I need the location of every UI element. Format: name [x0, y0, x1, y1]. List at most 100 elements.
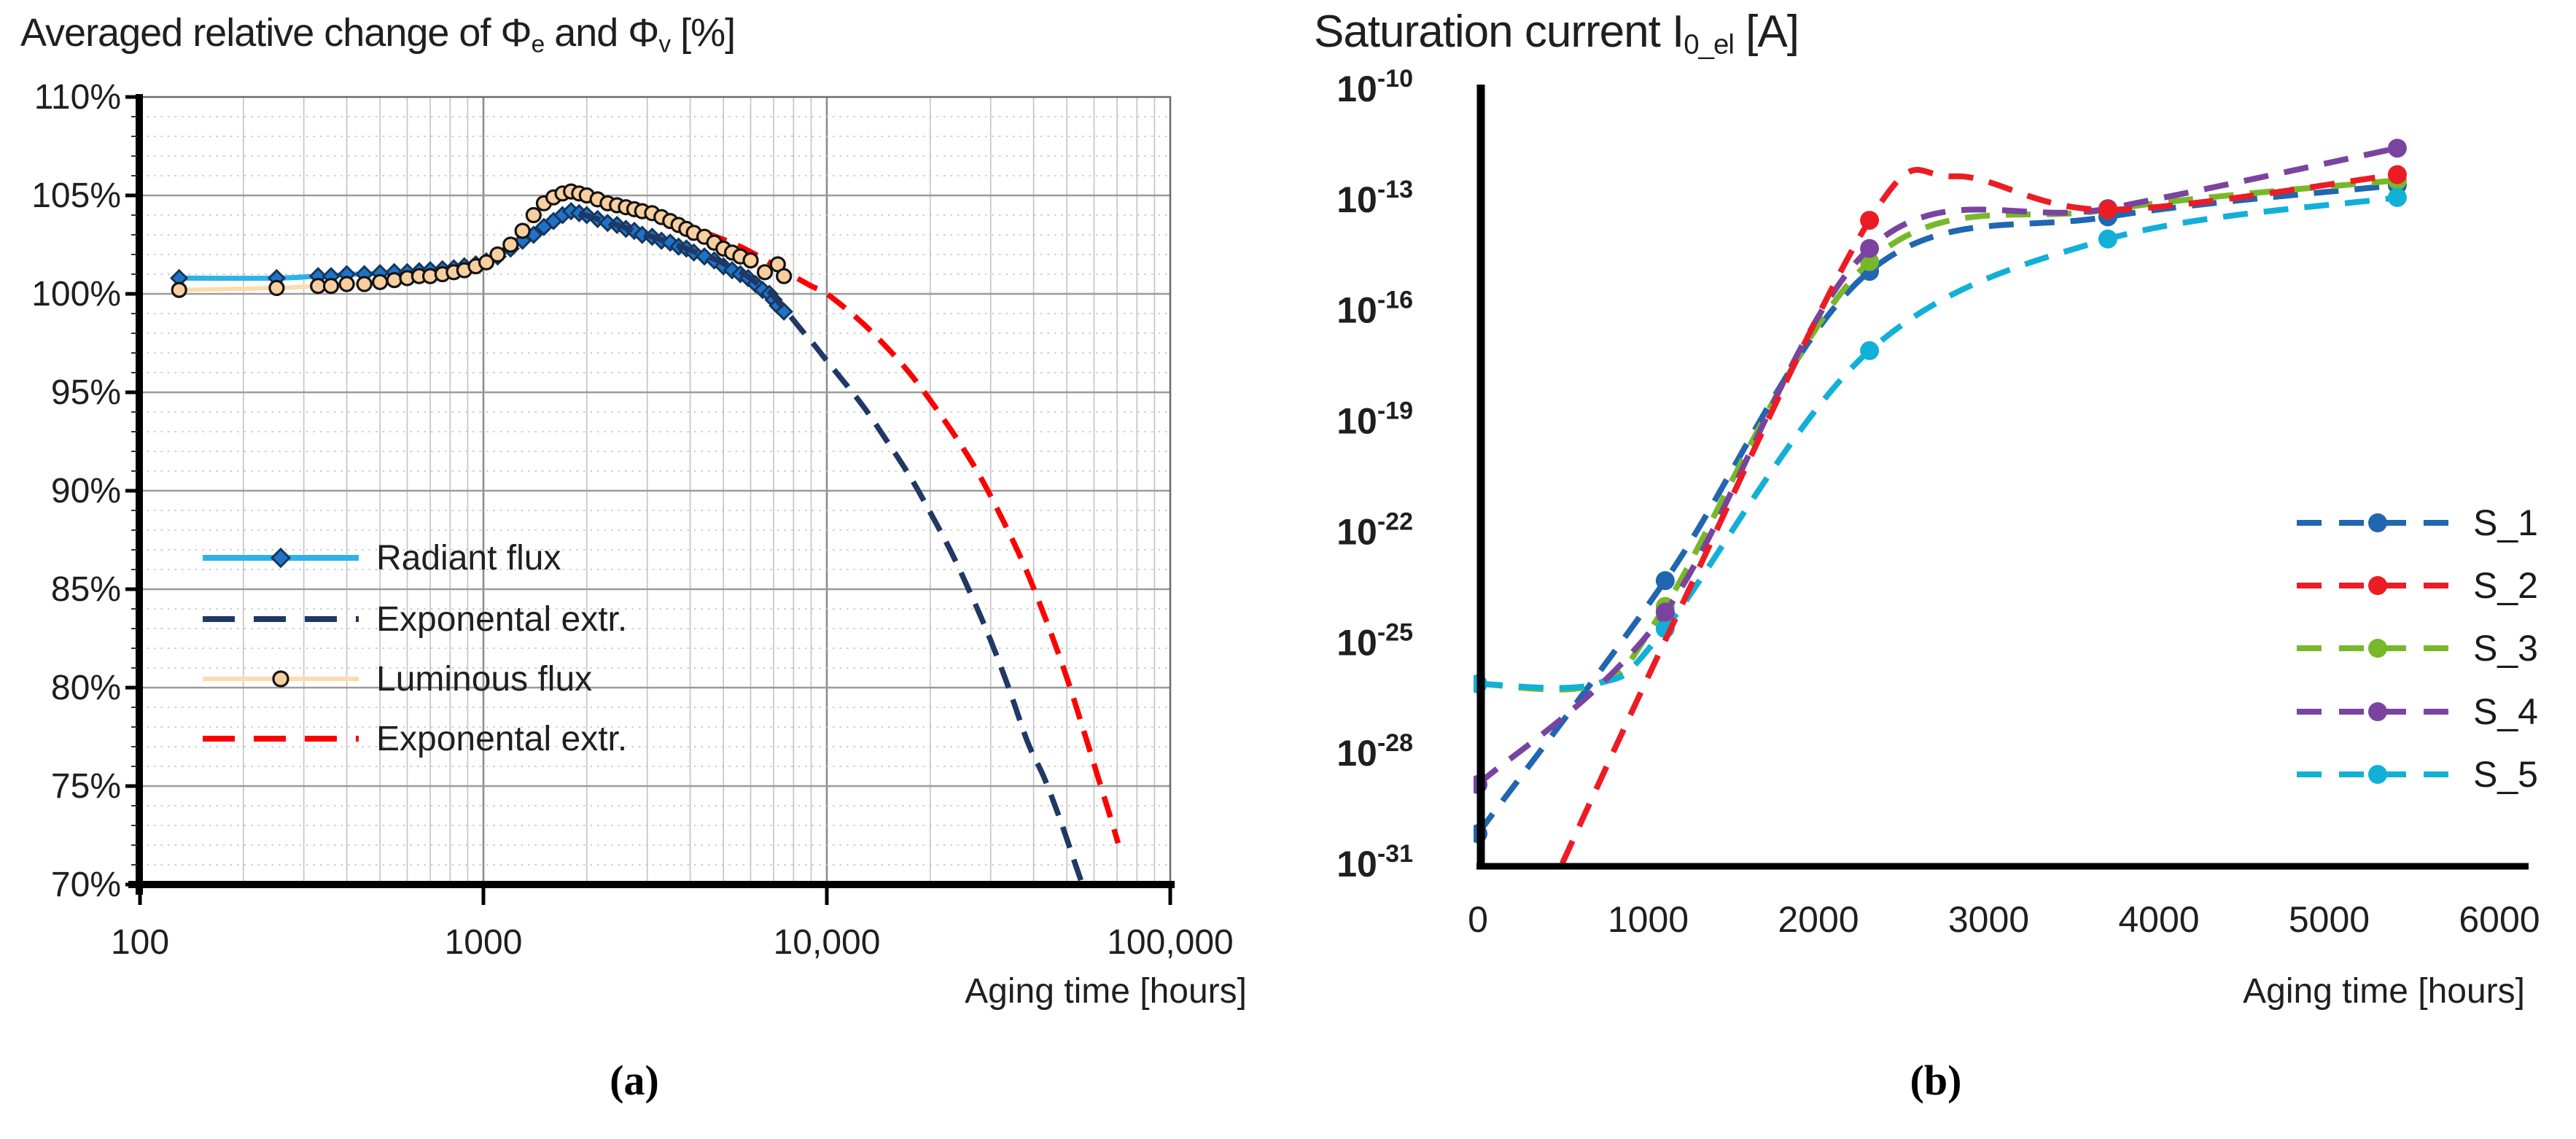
series-S_5-marker — [1860, 341, 1880, 360]
luminous-circle-marker — [171, 281, 187, 298]
legend-label: S_5 — [2473, 754, 2538, 795]
y-tick-exponent: -19 — [1377, 397, 1413, 425]
y-tick-label-b: 10-10 — [1336, 65, 1413, 109]
legend-label: Luminous flux — [376, 660, 592, 699]
legend-dot-marker — [2368, 639, 2387, 658]
series-S_2-marker — [2098, 200, 2117, 219]
legend-item-exponental-extr-2: Exponental extr. — [203, 720, 627, 758]
y-tick-exponent: -16 — [1377, 287, 1413, 314]
chart-b-title: Saturation current I0_el [A] — [1314, 6, 1799, 61]
y-tick-label-b: 10-19 — [1336, 397, 1413, 442]
luminous-circle-marker — [502, 236, 519, 253]
title-text: and Φ — [544, 11, 659, 55]
y-tick-label-a: 75% — [51, 767, 121, 806]
title-subscript: e — [531, 31, 545, 58]
series-S_1-dashed — [1475, 182, 2398, 836]
y-tick-label-b: 10-25 — [1336, 618, 1413, 663]
luminous-circle-marker — [489, 246, 506, 263]
y-tick-label-a: 85% — [51, 570, 121, 609]
y-tick-label-b: 10-13 — [1336, 176, 1413, 220]
luminous-circle-marker — [372, 273, 389, 290]
luminous-circle-marker — [478, 254, 495, 271]
y-tick-label-a: 70% — [51, 866, 121, 904]
series-S_5-dashed — [1477, 194, 2398, 691]
legend-label: Exponental extr. — [376, 720, 627, 758]
title-text: Saturation current I — [1314, 7, 1684, 57]
y-tick-label-a: 105% — [31, 176, 121, 215]
chart-a: 110% 105% 100% 95% 90% 85% 80% 75% 70% 100 1000 10,… — [31, 78, 1234, 962]
y-tick-exponent: -10 — [1377, 65, 1413, 93]
series-S_2-marker — [2387, 165, 2407, 184]
x-tick-label-a: 1000 — [445, 923, 523, 962]
legend-item-S_4: S_4 — [2297, 691, 2538, 732]
series-S_4-marker — [2387, 139, 2407, 158]
y-tick-label-a: 95% — [51, 373, 121, 412]
y-tick-exponent: -13 — [1377, 176, 1413, 203]
legend-label: S_2 — [2473, 565, 2538, 606]
chart-a-x-axis-label: Aging time [hours] — [965, 972, 1247, 1011]
y-tick-label-b: 10-28 — [1336, 729, 1413, 774]
x-tick-label-b: 0 — [1468, 899, 1488, 940]
luminous-circle-marker — [322, 278, 340, 295]
y-tick-exponent: -25 — [1377, 618, 1413, 646]
y-tick-label-a: 90% — [51, 472, 121, 510]
luminous-circle-marker — [310, 278, 327, 295]
series-S_4-marker — [1860, 238, 1880, 258]
series-S_5-marker — [2098, 229, 2117, 249]
legend-dot-marker — [2368, 513, 2387, 532]
legend-label: S_4 — [2473, 691, 2538, 732]
legend-item-luminous-flux: Luminous flux — [203, 660, 592, 699]
legend-circle-marker — [272, 670, 289, 688]
caption-b: (b) — [1910, 1057, 1962, 1104]
legend-b: S_1 S_2 S_3 S_4 S_5 — [2297, 502, 2538, 795]
series-S_3-dashed — [1477, 177, 2398, 693]
x-tick-label-b: 3000 — [1948, 899, 2029, 940]
legend-item-S_1: S_1 — [2297, 502, 2538, 543]
series-a — [170, 183, 1121, 885]
x-tick-label-a: 10,000 — [774, 923, 881, 962]
legend-item-S_5: S_5 — [2297, 754, 2538, 795]
y-tick-exponent: -31 — [1377, 840, 1413, 868]
legend-a: Radiant flux Exponental extr. Luminous flu… — [203, 539, 627, 758]
title-subscript: 0_el — [1684, 28, 1735, 61]
luminous-circle-marker — [356, 276, 373, 292]
x-tick-label-b: 4000 — [2118, 899, 2199, 940]
chart-a-title: Averaged relative change of Φe and Φv [%… — [20, 10, 736, 58]
y-tick-label-b: 10-22 — [1336, 508, 1413, 552]
y-tick-label-a: 110% — [34, 78, 121, 117]
legend-dot-marker — [2368, 576, 2387, 595]
luminous-circle-marker — [268, 279, 285, 296]
series-S_4-marker — [1655, 602, 1675, 622]
x-tick-label-b: 5000 — [2289, 899, 2370, 940]
y-tick-label-a: 80% — [51, 669, 121, 707]
y-tick-label-b: 10-16 — [1336, 287, 1413, 331]
legend-item-radiant-flux: Radiant flux — [203, 539, 561, 578]
luminous-circle-marker — [525, 206, 542, 224]
title-text: [A] — [1733, 7, 1799, 57]
x-tick-label-b: 6000 — [2459, 899, 2540, 940]
grid-a — [140, 97, 1170, 885]
legend-label: Exponental extr. — [376, 600, 627, 639]
y-tick-exponent: -22 — [1377, 508, 1413, 535]
title-text: [%] — [670, 11, 736, 55]
legend-item-S_3: S_3 — [2297, 628, 2538, 669]
series-exp-radiant-dashed — [578, 210, 1086, 885]
radiant-diamond-marker — [774, 302, 793, 321]
y-tick-label-a: 100% — [31, 275, 121, 314]
legend-label: S_3 — [2473, 628, 2538, 669]
luminous-circle-marker — [742, 252, 759, 269]
legend-dot-marker — [2368, 702, 2387, 721]
series-S_2-dashed — [1557, 167, 2398, 866]
x-tick-label-b: 1000 — [1608, 899, 1689, 940]
title-text: Averaged relative change of Φ — [20, 11, 532, 55]
caption-a: (a) — [610, 1057, 659, 1104]
chart-b-x-axis-label: Aging time [hours] — [2243, 972, 2525, 1011]
legend-label: S_1 — [2473, 502, 2538, 543]
legend-dot-marker — [2368, 765, 2387, 784]
chart-b: 10-10 10-13 10-16 10-19 10-22 10-25 10-28 10-31… — [1336, 65, 2540, 940]
series-b — [1474, 139, 2407, 866]
series-S_1-marker — [1655, 571, 1675, 591]
legend-item-S_2: S_2 — [2297, 565, 2538, 606]
